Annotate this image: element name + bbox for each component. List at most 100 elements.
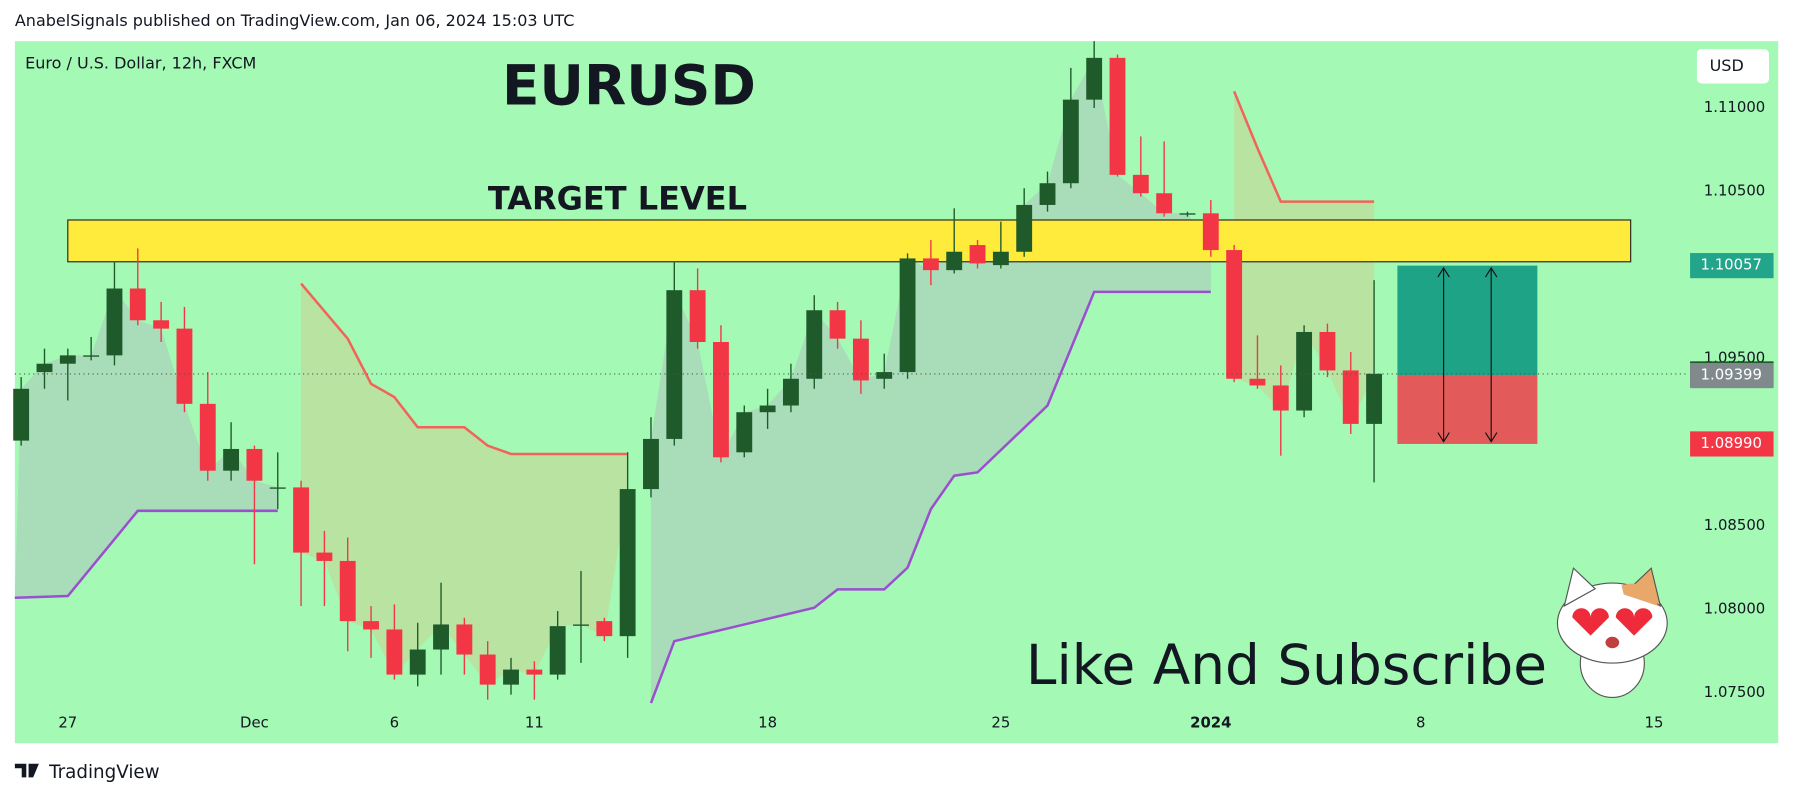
y-tick-label: 1.08000 — [1704, 599, 1765, 617]
candle-body — [899, 258, 916, 373]
candle-body — [339, 560, 356, 622]
candle-body — [1132, 174, 1149, 194]
candle-body — [1109, 57, 1126, 175]
x-tick-label: 27 — [58, 714, 77, 732]
x-tick-label: 15 — [1645, 714, 1664, 732]
candle-body — [223, 448, 240, 471]
candle-body — [1272, 385, 1289, 411]
cloud — [650, 57, 1211, 704]
plot: TARGET LEVEL1.110001.105001.095001.08500… — [13, 41, 1774, 732]
candle-body — [876, 372, 893, 379]
y-tick-label: 1.10500 — [1704, 182, 1765, 200]
indicator-line — [14, 290, 1211, 704]
y-tick-label: 1.08500 — [1704, 516, 1765, 534]
target-zone — [67, 219, 1632, 263]
range-arrow — [1437, 266, 1450, 443]
candle-body — [456, 624, 473, 655]
candle-body — [1366, 373, 1383, 424]
x-tick-label: 6 — [390, 714, 399, 732]
logo — [14, 763, 39, 778]
candle-body — [922, 258, 939, 271]
candle-body — [1039, 183, 1056, 205]
cloud — [14, 288, 278, 598]
candle-body — [689, 290, 706, 342]
candle-body — [83, 355, 100, 357]
candle-body — [503, 669, 519, 685]
candle-body — [1226, 250, 1243, 379]
candle-body — [736, 412, 753, 453]
candle-body — [713, 342, 729, 458]
currency[interactable]: USD — [1710, 56, 1744, 75]
candle-body — [363, 621, 379, 630]
candle-body — [106, 288, 123, 356]
candle-body — [386, 629, 403, 675]
candle-body — [782, 378, 799, 406]
candle-body — [13, 388, 30, 441]
candle-body — [1319, 331, 1336, 371]
candle-body — [946, 251, 963, 271]
candle-body — [829, 310, 846, 339]
range-arrow — [1484, 266, 1498, 443]
price-tag — [1690, 431, 1774, 457]
header: AnabelSignals published on TradingView.c… — [15, 11, 575, 30]
x-tick-label: 2024 — [1190, 714, 1231, 732]
price-tag — [1690, 363, 1774, 389]
candle-body — [1179, 213, 1196, 215]
cat-sticker — [1556, 567, 1668, 698]
candle-body — [852, 338, 869, 381]
loss-zone — [1397, 375, 1538, 444]
candle-body — [433, 624, 449, 650]
candle-body — [409, 649, 426, 675]
candle-body — [1086, 57, 1103, 100]
x-tick-label: Dec — [240, 714, 269, 732]
candle-body — [293, 487, 310, 553]
candle-body — [36, 363, 53, 373]
price-tag-label: 1.09399 — [1701, 366, 1762, 384]
indicator-line — [300, 90, 1375, 456]
candle-body — [479, 654, 496, 685]
candle-body — [1296, 331, 1313, 411]
profit-zone — [1397, 265, 1538, 376]
candle-body — [176, 328, 193, 404]
target-label: TARGET LEVEL — [488, 180, 747, 218]
cloud — [301, 283, 628, 685]
candle-body — [759, 405, 776, 413]
currency-box[interactable] — [1696, 49, 1769, 84]
candle-body — [269, 487, 286, 489]
candle-body — [1342, 370, 1359, 424]
candle-body — [1249, 378, 1266, 386]
candle-body — [992, 251, 1009, 266]
candle-body — [153, 320, 170, 329]
candle-body — [643, 438, 659, 490]
candle-body — [316, 552, 333, 561]
footer: TradingView — [48, 762, 160, 783]
x-tick-label: 25 — [991, 714, 1010, 732]
candle-body — [619, 489, 636, 637]
candle-body — [246, 448, 263, 481]
candle-body — [526, 669, 543, 675]
candle-body — [596, 621, 613, 637]
candle-body — [1062, 99, 1079, 184]
x-tick-label: 18 — [758, 714, 777, 732]
price-tag — [1690, 253, 1774, 279]
price-tag-label: 1.10057 — [1701, 256, 1762, 274]
chart-title: EURUSD — [502, 53, 756, 117]
y-tick-label: 1.11000 — [1704, 98, 1765, 116]
candle-body — [806, 310, 823, 379]
y-tick-label: 1.07500 — [1704, 683, 1765, 701]
candle-body — [1156, 193, 1173, 214]
candle-body — [199, 403, 216, 471]
candle-body — [666, 290, 683, 439]
candle-body — [549, 626, 566, 675]
candle-body — [573, 624, 589, 626]
candle-body — [59, 355, 76, 364]
candle-body — [1202, 213, 1219, 251]
x-tick-label: 11 — [525, 714, 544, 732]
annotation: Like And Subscribe — [1026, 633, 1547, 697]
candle-body — [129, 288, 146, 321]
candle-body — [1016, 204, 1033, 252]
legend-text: Euro / U.S. Dollar, 12h, FXCM — [25, 54, 256, 73]
candle-body — [969, 245, 986, 264]
